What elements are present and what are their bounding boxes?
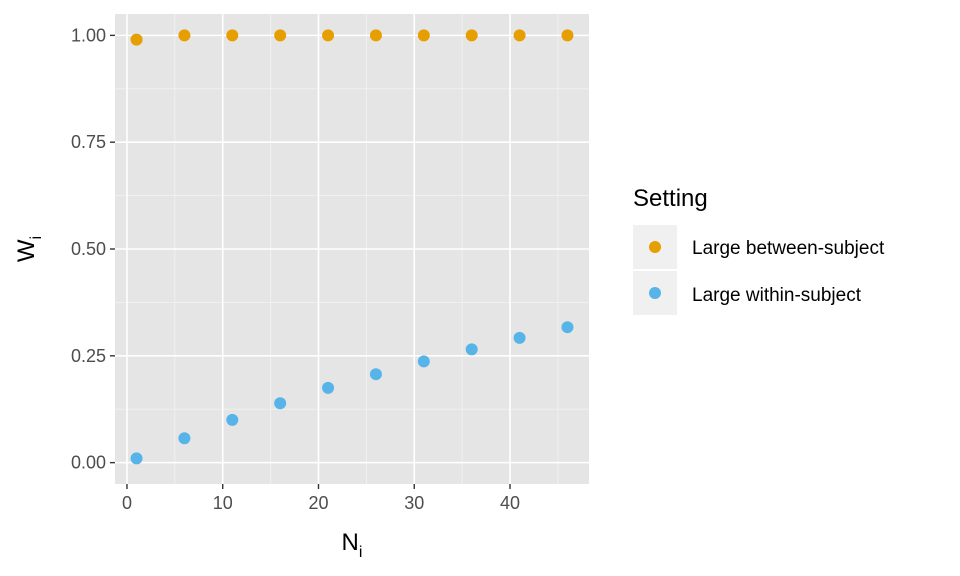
data-point-series-0 (513, 29, 526, 42)
data-point-series-1 (513, 331, 526, 344)
data-point-series-0 (465, 29, 478, 42)
y-tick-label: 0.75 (71, 132, 106, 152)
y-tick-label: 0.50 (71, 239, 106, 259)
legend-swatch-between (649, 241, 661, 253)
data-point-series-1 (178, 432, 191, 445)
y-axis-title-base: W (13, 239, 40, 262)
axes: 0 10 20 30 40 0.00 0.25 0.50 0.75 1.00 (71, 25, 520, 513)
data-points (130, 29, 574, 465)
x-tick-label: 40 (500, 493, 520, 513)
major-gridlines (115, 14, 589, 484)
x-tick-label: 30 (404, 493, 424, 513)
legend-swatch-within (649, 287, 661, 299)
data-point-series-0 (178, 29, 191, 42)
x-tick-label: 20 (308, 493, 328, 513)
data-point-series-1 (561, 321, 574, 334)
data-point-series-1 (417, 355, 430, 368)
legend: Setting Large between-subject Large with… (633, 185, 885, 315)
data-point-series-0 (130, 33, 143, 46)
legend-label-between: Large between-subject (692, 238, 885, 259)
y-axis-title-sub: i (28, 236, 45, 240)
data-point-series-1 (274, 397, 287, 410)
data-point-series-0 (322, 29, 335, 42)
data-point-series-1 (369, 368, 382, 381)
data-point-series-0 (417, 29, 430, 42)
y-tick-label: 0.00 (71, 453, 106, 473)
x-axis-title-base: N (342, 529, 359, 556)
y-axis-title: Wi (13, 236, 45, 262)
data-point-series-1 (322, 381, 335, 394)
y-tick-label: 0.25 (71, 346, 106, 366)
x-tick-label: 0 (122, 493, 132, 513)
data-point-series-0 (274, 29, 287, 42)
data-point-series-0 (561, 29, 574, 42)
y-tick-label: 1.00 (71, 25, 106, 45)
data-point-series-1 (130, 452, 143, 465)
x-tick-label: 10 (213, 493, 233, 513)
data-point-series-1 (465, 343, 478, 356)
data-point-series-0 (226, 29, 239, 42)
data-point-series-0 (369, 29, 382, 42)
legend-label-within: Large within-subject (692, 285, 862, 306)
x-axis-title-sub: i (359, 544, 363, 561)
x-axis-title: Ni (342, 529, 363, 561)
legend-title: Setting (633, 185, 708, 212)
data-point-series-1 (226, 413, 239, 426)
